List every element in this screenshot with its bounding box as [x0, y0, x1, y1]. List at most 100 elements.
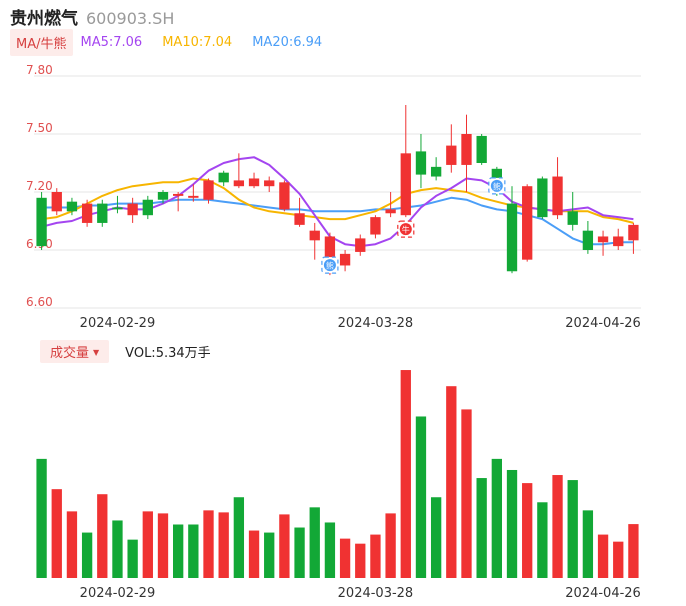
- candle-body: [309, 230, 320, 241]
- caret-down-icon: ▼: [93, 347, 100, 357]
- candle-body: [385, 209, 396, 214]
- x-tick-label: 2024-03-28: [338, 316, 414, 331]
- bear-signal-marker: 熊: [321, 256, 339, 274]
- y-tick-label: 7.80: [26, 63, 53, 77]
- stock-header: 贵州燃气 600903.SH: [10, 4, 174, 29]
- volume-indicator-dropdown[interactable]: 成交量 ▼: [40, 339, 110, 363]
- volume-bar: [36, 458, 47, 578]
- volume-bar: [476, 478, 487, 578]
- candle-body: [446, 145, 457, 165]
- candle-body: [188, 195, 199, 198]
- candle: [309, 222, 320, 260]
- candle: [506, 186, 518, 274]
- candle-body: [279, 182, 290, 210]
- bear-icon: [490, 179, 503, 192]
- ma5-legend: MA5:7.06: [80, 34, 143, 50]
- candle: [66, 197, 78, 216]
- candle: [537, 176, 548, 220]
- candle-body: [112, 207, 123, 210]
- candle: [188, 184, 199, 202]
- marker-label: 熊: [326, 261, 334, 271]
- bear-signal-marker: 熊: [488, 177, 506, 195]
- y-tick-label: 7.20: [26, 179, 53, 193]
- candle-body: [66, 201, 78, 212]
- candle: [370, 215, 381, 239]
- candle: [127, 197, 138, 223]
- candle: [628, 222, 639, 254]
- ma20-line: [41, 196, 634, 246]
- volume-bar: [279, 514, 290, 578]
- volume-bar: [370, 534, 381, 578]
- volume-bar: [339, 538, 351, 578]
- candle-body: [81, 203, 93, 223]
- volume-bar: [446, 386, 457, 578]
- candle-body: [127, 203, 138, 216]
- candle-body: [628, 224, 639, 241]
- volume-bar: [400, 370, 411, 578]
- candle: [415, 134, 427, 189]
- candle-body: [567, 211, 578, 225]
- candle-body: [537, 178, 548, 218]
- candle: [552, 157, 563, 220]
- candle: [264, 176, 275, 192]
- candle: [36, 192, 47, 250]
- volume-bar: [294, 527, 305, 578]
- bull-signal-marker: 牛: [397, 220, 415, 238]
- volume-bar: [628, 524, 639, 578]
- candle-body: [97, 203, 108, 223]
- candle-body: [400, 153, 411, 216]
- volume-bar: [66, 511, 78, 578]
- ma20-legend: MA20:6.94: [252, 34, 323, 50]
- volume-bar: [461, 409, 472, 578]
- candle-body: [355, 238, 366, 252]
- candle: [248, 172, 260, 189]
- volume-bar: [51, 489, 62, 578]
- candle-body: [506, 203, 518, 272]
- volume-bar: [188, 524, 199, 578]
- candle-body: [218, 172, 229, 183]
- candle: [97, 199, 108, 227]
- ma-toggle-button[interactable]: MA/牛熊: [10, 28, 73, 56]
- volume-bar: [309, 507, 320, 578]
- volume-bar: [415, 416, 427, 578]
- volume-bar: [567, 480, 578, 578]
- candle-body: [613, 236, 624, 247]
- marker-label: 牛: [402, 225, 410, 235]
- candle: [355, 234, 366, 256]
- candle: [157, 190, 169, 204]
- volume-bar: [173, 524, 184, 578]
- candle-body: [248, 178, 260, 187]
- candle: [112, 195, 123, 214]
- candle-body: [415, 151, 427, 175]
- candle-body: [522, 186, 533, 260]
- volume-bar: [233, 497, 245, 578]
- candle-body: [324, 236, 336, 274]
- volume-bar: [552, 475, 563, 578]
- candle: [203, 178, 214, 204]
- candle: [218, 170, 229, 187]
- candle: [173, 192, 184, 212]
- x-tick-label: 2024-04-26: [565, 586, 641, 601]
- candle-body: [430, 166, 442, 177]
- volume-bar: [112, 520, 123, 578]
- candle-body: [51, 192, 62, 212]
- candle: [582, 221, 594, 254]
- marker-label: 熊: [493, 181, 501, 191]
- volume-bar: [385, 513, 396, 578]
- candle-body: [142, 199, 153, 216]
- volume-bar: [81, 532, 93, 578]
- volume-bar: [491, 458, 502, 578]
- volume-indicator-label: 成交量: [50, 345, 90, 361]
- volume-bar: [264, 532, 275, 578]
- volume-bar: [218, 512, 229, 578]
- volume-value: VOL:5.34万手: [125, 345, 211, 361]
- candle: [446, 124, 457, 173]
- volume-legend: 成交量 ▼ VOL:5.34万手: [40, 339, 211, 363]
- volume-bar: [582, 510, 594, 578]
- volume-bar: [537, 502, 548, 578]
- candle: [279, 180, 290, 212]
- candle: [400, 105, 411, 218]
- candle: [476, 134, 487, 165]
- candle: [597, 230, 609, 256]
